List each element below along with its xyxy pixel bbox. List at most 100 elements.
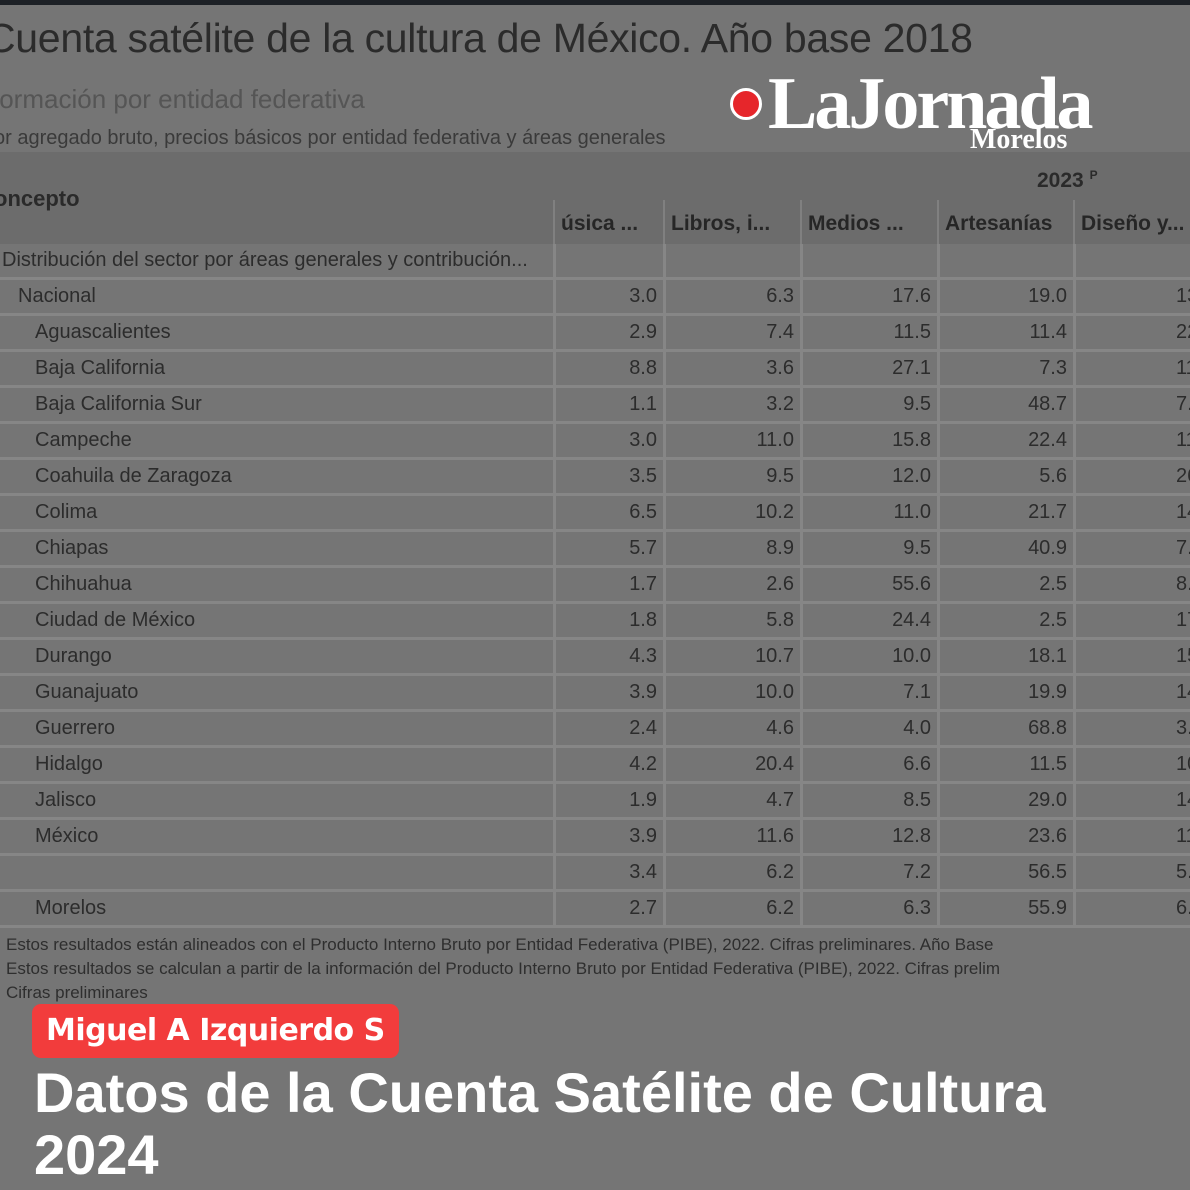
value-cell: 3.0 (553, 424, 663, 457)
table-title: Cuenta satélite de la cultura de México.… (0, 15, 973, 61)
footnote: Cifras preliminares (6, 983, 148, 1002)
value-cell: 5.6 (937, 460, 1073, 493)
value-cell: 27.1 (800, 352, 937, 385)
value-cell: 8.5 (800, 784, 937, 817)
value-cell: 14. (1073, 496, 1190, 529)
value-cell: 6.6 (800, 748, 937, 781)
column-header[interactable]: úsica ... (553, 200, 663, 244)
value-cell: 1.1 (553, 388, 663, 421)
value-cell: 3.0 (553, 280, 663, 313)
value-cell: 7.3 (937, 352, 1073, 385)
table-row: México 3.911.612.823.611. (0, 820, 1190, 856)
value-cell: 4.6 (663, 712, 800, 745)
table-row: Jalisco 1.94.78.529.014. (0, 784, 1190, 820)
value-cell: 11.5 (937, 748, 1073, 781)
table-subtitle: formación por entidad federativa (0, 84, 365, 114)
row-label: Morelos (35, 897, 107, 919)
row-label: Chihuahua (35, 573, 132, 595)
value-cell: 55.9 (937, 892, 1073, 925)
value-cell: 14. (1073, 784, 1190, 817)
row-label: Baja California (35, 357, 166, 379)
value-cell: 10.0 (663, 676, 800, 709)
row-label: Chiapas (35, 537, 109, 559)
value-cell: 22. (1073, 316, 1190, 349)
value-cell: 26. (1073, 460, 1190, 493)
table-row: Colima 6.510.211.021.714. (0, 496, 1190, 532)
value-cell: 48.7 (937, 388, 1073, 421)
value-cell: 5.8 (663, 604, 800, 637)
column-header[interactable]: Artesanías (937, 200, 1073, 244)
value-cell: 9.5 (800, 532, 937, 565)
value-cell: 29.0 (937, 784, 1073, 817)
row-label: Distribución del sector por áreas genera… (2, 249, 528, 271)
value-cell: 11.4 (937, 316, 1073, 349)
value-cell: 11.0 (800, 496, 937, 529)
value-cell (800, 244, 937, 277)
row-label: Hidalgo (35, 753, 103, 775)
value-cell: 1.9 (553, 784, 663, 817)
author-badge: Miguel A Izquierdo S (32, 1004, 399, 1058)
value-cell: 10.2 (663, 496, 800, 529)
value-cell: 4.0 (800, 712, 937, 745)
year-header: 2023 P (1037, 168, 1098, 193)
row-label: Guanajuato (35, 681, 139, 703)
value-cell: 6.5 (553, 496, 663, 529)
value-cell: 2.5 (937, 568, 1073, 601)
value-cell: 4.7 (663, 784, 800, 817)
value-cell: 22.4 (937, 424, 1073, 457)
table-row: Morelos 2.76.26.355.96. (0, 892, 1190, 928)
value-cell: 55.6 (800, 568, 937, 601)
value-cell: 6.2 (663, 892, 800, 925)
value-cell (937, 244, 1073, 277)
value-cell: 11.6 (663, 820, 800, 853)
value-cell: 3.9 (553, 676, 663, 709)
table-row: Distribución del sector por áreas genera… (0, 244, 1190, 280)
value-cell: 9.5 (663, 460, 800, 493)
value-cell: 11. (1073, 352, 1190, 385)
footnote: Estos resultados están alineados con el … (6, 935, 994, 954)
row-label: Jalisco (35, 789, 97, 811)
value-cell: 24.4 (800, 604, 937, 637)
value-cell: 7. (1073, 532, 1190, 565)
value-cell: 8.8 (553, 352, 663, 385)
value-cell: 68.8 (937, 712, 1073, 745)
value-cell: 2.9 (553, 316, 663, 349)
value-cell: 11. (1073, 424, 1190, 457)
table-row: Ciudad de México 1.85.824.42.517. (0, 604, 1190, 640)
la-jornada-logo: LaJornada Morelos (728, 66, 1168, 162)
column-header[interactable]: Libros, i... (663, 200, 800, 244)
logo-seal-icon (730, 88, 762, 120)
value-cell: 2.5 (937, 604, 1073, 637)
value-cell: 3.2 (663, 388, 800, 421)
value-cell: 2.7 (553, 892, 663, 925)
column-header[interactable]: Diseño y... (1073, 200, 1190, 244)
column-header[interactable]: Medios ... (800, 200, 937, 244)
table-row: Chiapas 5.78.99.540.97. (0, 532, 1190, 568)
logo-edition: Morelos (970, 124, 1068, 155)
row-label: Coahuila de Zaragoza (35, 465, 232, 487)
value-cell: 6.3 (800, 892, 937, 925)
headline: Datos de la Cuenta Satélite de Cultura 2… (34, 1061, 1046, 1186)
row-label: Durango (35, 645, 112, 667)
value-cell: 7. (1073, 388, 1190, 421)
row-label: Nacional (18, 285, 96, 307)
value-cell: 3. (1073, 712, 1190, 745)
year-label: 2023 (1037, 169, 1084, 192)
value-cell: 2.4 (553, 712, 663, 745)
row-label (0, 856, 588, 889)
row-label: Colima (35, 501, 98, 523)
value-cell: 6.3 (663, 280, 800, 313)
value-cell (553, 244, 663, 277)
value-cell: 23.6 (937, 820, 1073, 853)
value-cell: 11.5 (800, 316, 937, 349)
footnote: Estos resultados se calculan a partir de… (6, 959, 1001, 978)
value-cell: 18.1 (937, 640, 1073, 673)
value-cell: 3.4 (553, 856, 663, 889)
value-cell: 56.5 (937, 856, 1073, 889)
data-table: Distribución del sector por áreas genera… (0, 244, 1190, 928)
row-label: México (35, 825, 99, 847)
logo-wordmark: LaJornada (768, 63, 1094, 145)
value-cell: 7.4 (663, 316, 800, 349)
value-cell: 14. (1073, 676, 1190, 709)
year-mark: P (1089, 168, 1098, 182)
